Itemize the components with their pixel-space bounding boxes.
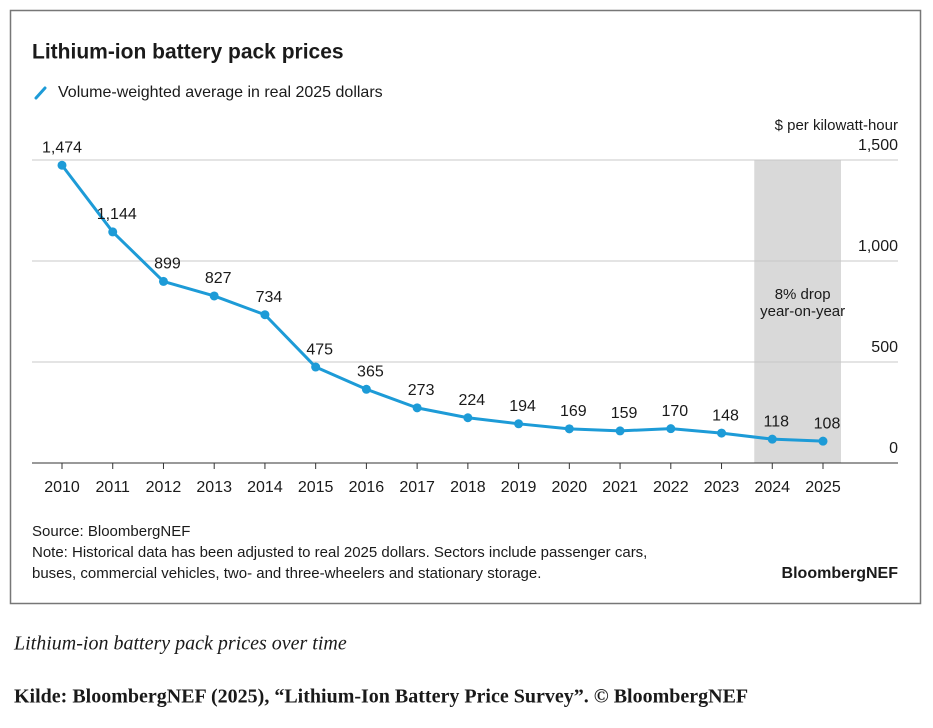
- x-tick-label: 2011: [96, 479, 131, 496]
- data-point: [767, 434, 777, 444]
- data-point: [818, 436, 828, 446]
- x-tick-label: 2023: [704, 479, 740, 496]
- y-tick-label: 1,000: [858, 238, 898, 255]
- data-label: 365: [357, 363, 384, 380]
- data-label: 224: [459, 392, 486, 409]
- x-tick-label: 2025: [805, 479, 841, 496]
- y-tick-label: 0: [889, 440, 898, 457]
- data-label: 159: [611, 405, 638, 422]
- data-point: [108, 227, 118, 237]
- x-tick-label: 2012: [146, 479, 182, 496]
- data-point: [57, 160, 67, 170]
- data-point: [412, 403, 422, 413]
- x-tick-label: 2016: [349, 479, 385, 496]
- credit: Kilde: BloombergNEF (2025), “Lithium-Ion…: [14, 686, 748, 708]
- legend-icon: [34, 86, 47, 100]
- x-tick-label: 2019: [501, 479, 537, 496]
- x-tick-label: 2017: [399, 479, 435, 496]
- y-tick-label: 500: [871, 339, 898, 356]
- data-point: [514, 419, 524, 429]
- data-label: 194: [509, 398, 536, 415]
- x-tick-label: 2021: [602, 479, 638, 496]
- x-tick-label: 2024: [754, 479, 790, 496]
- y-tick-label: 1,500: [858, 137, 898, 154]
- data-label: 1,144: [97, 206, 137, 223]
- data-point: [260, 310, 270, 320]
- data-label: 827: [205, 270, 232, 287]
- data-point: [615, 426, 625, 436]
- data-point: [158, 276, 168, 286]
- caption: Lithium-ion battery pack prices over tim…: [13, 633, 347, 655]
- series-line: [60, 164, 824, 443]
- data-point: [361, 384, 371, 394]
- note: Note: Historical data has been adjusted …: [32, 544, 647, 561]
- data-point: [209, 291, 219, 301]
- annotation: 8% drop: [775, 286, 831, 303]
- data-label: 1,474: [42, 139, 82, 156]
- chart-title: Lithium-ion battery pack prices: [32, 41, 344, 64]
- annotation: year-on-year: [760, 303, 845, 320]
- data-point: [666, 424, 676, 434]
- x-tick-label: 2014: [247, 479, 283, 496]
- x-tick-label: 2020: [552, 479, 588, 496]
- source: Source: BloombergNEF: [32, 523, 190, 540]
- y-axis-label: $ per kilowatt-hour: [775, 117, 898, 134]
- x-tick-label: 2010: [44, 479, 80, 496]
- x-tick-label: 2022: [653, 479, 689, 496]
- data-point: [311, 362, 321, 372]
- brand: BloombergNEF: [782, 565, 899, 582]
- data-label: 273: [408, 382, 435, 399]
- x-tick-label: 2018: [450, 479, 486, 496]
- data-label: 148: [712, 407, 739, 424]
- x-tick-label: 2015: [298, 479, 334, 496]
- data-label: 170: [661, 403, 688, 420]
- data-label: 169: [560, 403, 587, 420]
- data-label: 118: [764, 413, 790, 430]
- legend-label: Volume-weighted average in real 2025 dol…: [58, 84, 383, 101]
- x-tick-label: 2013: [196, 479, 232, 496]
- note: buses, commercial vehicles, two- and thr…: [32, 565, 541, 582]
- data-point: [463, 413, 473, 423]
- data-label: 108: [814, 415, 841, 432]
- data-point: [717, 428, 727, 438]
- highlight-band: [754, 160, 841, 463]
- data-label: 899: [154, 256, 181, 273]
- data-point: [564, 424, 574, 434]
- data-label: 734: [256, 289, 283, 306]
- data-label: 475: [306, 341, 333, 358]
